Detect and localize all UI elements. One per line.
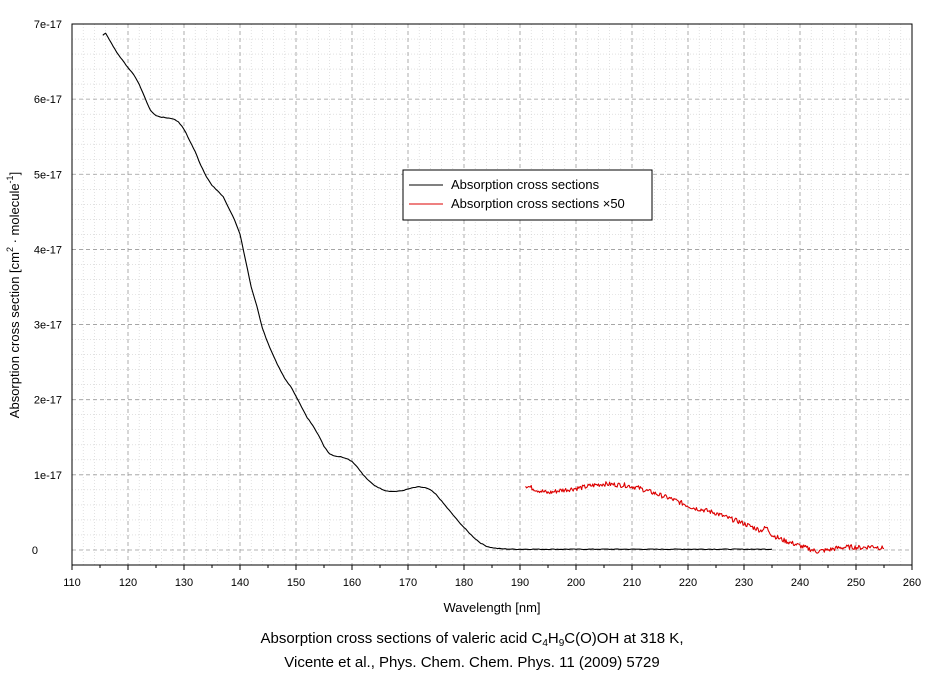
y-tick-label: 5e-17 xyxy=(34,169,62,181)
legend-label-absorption: Absorption cross sections xyxy=(451,177,600,192)
x-tick-label: 120 xyxy=(119,577,137,589)
x-tick-label: 180 xyxy=(455,577,473,589)
x-tick-label: 210 xyxy=(623,577,641,589)
x-tick-label: 110 xyxy=(63,577,81,589)
x-tick-label: 220 xyxy=(679,577,697,589)
series-lines xyxy=(102,32,885,554)
y-axis-label-end: ] xyxy=(7,172,22,176)
legend: Absorption cross sections Absorption cro… xyxy=(402,169,653,221)
caption-text-a: Absorption cross sections of valeric aci… xyxy=(260,630,543,647)
y-tick-label: 1e-17 xyxy=(34,470,62,482)
y-axis-label: Absorption cross section [cm2 · molecule… xyxy=(5,172,22,418)
legend-box xyxy=(402,169,653,221)
x-tick-label: 200 xyxy=(567,577,585,589)
legend-label-absorption-x50: Absorption cross sections ×50 xyxy=(451,196,625,211)
x-tick-label: 150 xyxy=(287,577,305,589)
x-tick-label: 240 xyxy=(791,577,809,589)
x-tick-label: 140 xyxy=(231,577,249,589)
caption-text-b: C(O)OH at 318 K, xyxy=(564,630,684,647)
x-tick-label: 170 xyxy=(399,577,417,589)
y-tick-label: 7e-17 xyxy=(34,19,62,31)
y-tick-label: 0 xyxy=(32,545,38,557)
y-tick-label: 4e-17 xyxy=(34,244,62,256)
y-tick-label: 3e-17 xyxy=(34,320,62,332)
series-line-absorption xyxy=(102,32,773,551)
x-tick-label: 260 xyxy=(903,577,921,589)
caption-line-2: Vicente et al., Phys. Chem. Chem. Phys. … xyxy=(284,654,660,671)
caption-text-h: H xyxy=(547,630,559,647)
x-tick-label: 190 xyxy=(511,577,529,589)
caption-sub-4: 4 xyxy=(542,638,548,649)
y-axis-label-exp1: 2 xyxy=(5,247,15,252)
x-tick-label: 250 xyxy=(847,577,865,589)
y-tick-label: 6e-17 xyxy=(34,94,62,106)
caption-line-1: Absorption cross sections of valeric aci… xyxy=(0,628,944,650)
x-axis-label: Wavelength [nm] xyxy=(443,600,540,615)
x-tick-label: 130 xyxy=(175,577,193,589)
axis-ticks: 110 120 130 140 150 160 170 180 190 200 210 220 230 2… xyxy=(32,19,921,589)
grid xyxy=(72,23,912,565)
chart: 110 120 130 140 150 160 170 180 190 200 210 220 230 2… xyxy=(5,19,921,615)
y-tick-label: 2e-17 xyxy=(34,395,62,407)
y-axis-label-main: Absorption cross section [cm xyxy=(7,252,22,418)
series-line-absorption-x50 xyxy=(525,481,885,554)
x-tick-label: 230 xyxy=(735,577,753,589)
y-axis-label-exp2: -1 xyxy=(5,175,15,183)
y-axis-label-mid: · molecule xyxy=(7,183,22,247)
caption-sub-9: 9 xyxy=(558,638,565,649)
x-tick-label: 160 xyxy=(343,577,361,589)
